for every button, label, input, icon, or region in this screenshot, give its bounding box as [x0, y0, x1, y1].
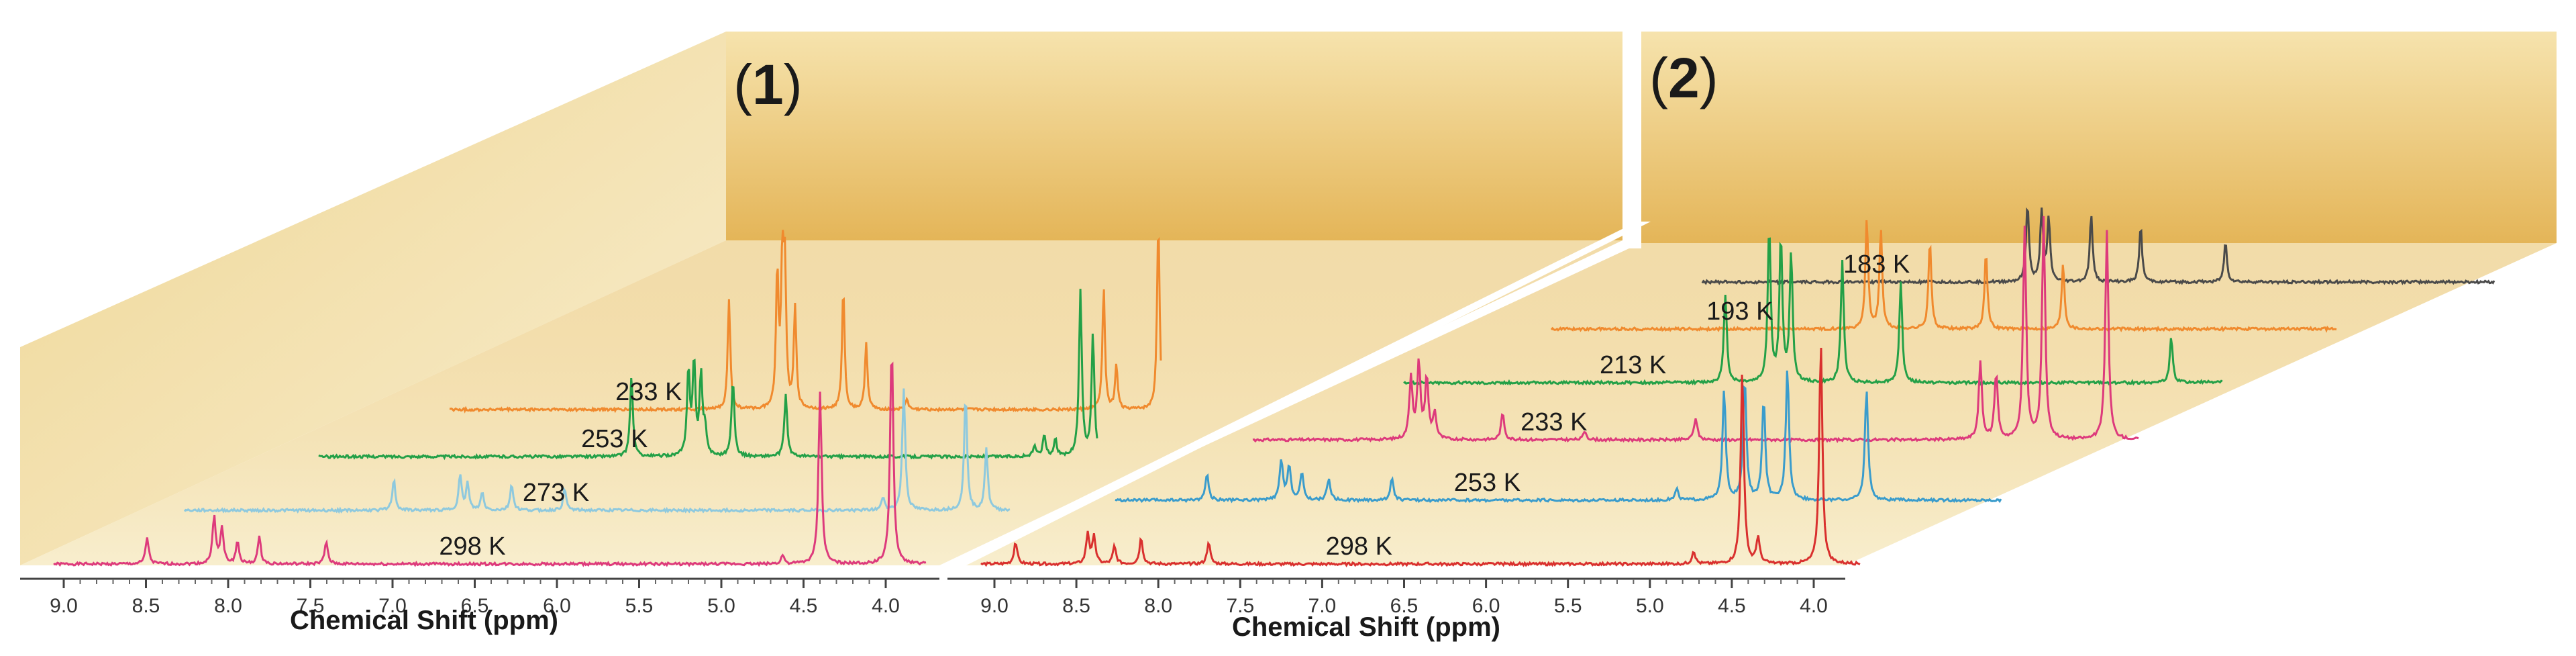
spectrum-trace [183, 388, 1011, 514]
panel-2-x-axis-label: Chemical Shift (ppm) [1232, 612, 1500, 642]
x-tick-label: 6.5 [1390, 595, 1419, 617]
temperature-label: 253 K [581, 425, 648, 453]
spectrum-trace [1403, 237, 2223, 386]
spectrum-trace [1701, 207, 2495, 286]
x-tick-label: 5.0 [707, 595, 735, 617]
x-tick-label: 4.0 [872, 595, 900, 617]
temperature-label: 193 K [1706, 297, 1773, 326]
x-tick-label: 4.5 [790, 595, 818, 617]
panel-2: 183 K 193 K 213 K 233 K 253 K 298 K (2) 9.0 8.… [947, 32, 2557, 642]
temperature-label: 183 K [1843, 250, 1910, 279]
x-tick-label: 9.0 [980, 595, 1009, 617]
panel-2-trace-labels: 183 K 193 K 213 K 233 K 253 K 298 K [1326, 250, 1910, 561]
x-tick-label: 4.5 [1718, 595, 1746, 617]
x-tick-label: 8.0 [1144, 595, 1172, 617]
panel-1-trace-labels: 233 K 253 K 273 K 298 K [439, 378, 682, 561]
spectrum-trace [449, 230, 1162, 414]
panel-1-back-wall [726, 32, 1622, 240]
x-tick-label: 7.5 [297, 595, 325, 617]
spectrum-trace [53, 361, 927, 567]
x-tick-label: 6.5 [461, 595, 489, 617]
temperature-label: 233 K [615, 378, 682, 406]
x-tick-label: 4.0 [1800, 595, 1828, 617]
spectrum-trace [980, 347, 1861, 567]
spectrum-trace [1252, 216, 2139, 444]
x-tick-label: 7.0 [378, 595, 407, 617]
panel-1-x-ticks [62, 579, 887, 588]
x-tick-label: 6.0 [1472, 595, 1500, 617]
x-tick-label: 5.5 [1554, 595, 1582, 617]
temperature-label: 273 K [523, 479, 589, 507]
panel-2-back-wall [1641, 32, 2557, 243]
x-tick-label: 8.5 [132, 595, 160, 617]
panel-2-x-axis: 9.0 8.5 8.0 7.5 7.0 6.5 6.0 5.5 5.0 4.5 4.0 [947, 577, 1845, 617]
temperature-label: 213 K [1600, 351, 1666, 379]
x-tick-label: 5.5 [625, 595, 654, 617]
panel-divider [945, 222, 1651, 565]
panel-1-spectra [53, 230, 1162, 567]
x-tick-label: 7.5 [1226, 595, 1254, 617]
spectrum-trace [1550, 220, 2337, 333]
x-tick-label: 7.0 [1308, 595, 1337, 617]
panel-2-floor [947, 243, 2557, 565]
temperature-label: 253 K [1454, 469, 1521, 497]
panel-1-side-wall [20, 32, 726, 565]
panel-2-x-tick-labels: 9.0 8.5 8.0 7.5 7.0 6.5 6.0 5.5 5.0 4.5 4.0 [980, 595, 1828, 617]
panel-2-title: (2) [1649, 46, 1718, 109]
x-tick-label: 8.0 [214, 595, 242, 617]
temperature-label: 233 K [1521, 408, 1587, 436]
spectrum-trace [1115, 370, 2002, 504]
panel-2-x-ticks [993, 579, 1815, 588]
x-tick-label: 5.0 [1636, 595, 1664, 617]
panel-1-x-axis: 9.0 8.5 8.0 7.5 7.0 6.5 6.0 5.5 5.0 4.5 4.0 [20, 577, 939, 617]
temperature-label: 298 K [1326, 532, 1392, 561]
panel-1-x-axis-label: Chemical Shift (ppm) [290, 606, 558, 635]
panel-1-title: (1) [733, 53, 803, 116]
x-tick-label: 9.0 [50, 595, 78, 617]
x-tick-label: 8.5 [1062, 595, 1090, 617]
panel-divider-top [1624, 27, 1641, 248]
temperature-label: 298 K [439, 532, 505, 561]
panel-2-spectra [980, 207, 2495, 567]
panel-1: 233 K 253 K 273 K 298 K (1) 9.0 8.5 8.0 7.5 7.0… [20, 32, 1622, 635]
panel-1-x-tick-labels: 9.0 8.5 8.0 7.5 7.0 6.5 6.0 5.5 5.0 4.5 4.0 [50, 595, 900, 617]
x-tick-label: 6.0 [543, 595, 571, 617]
